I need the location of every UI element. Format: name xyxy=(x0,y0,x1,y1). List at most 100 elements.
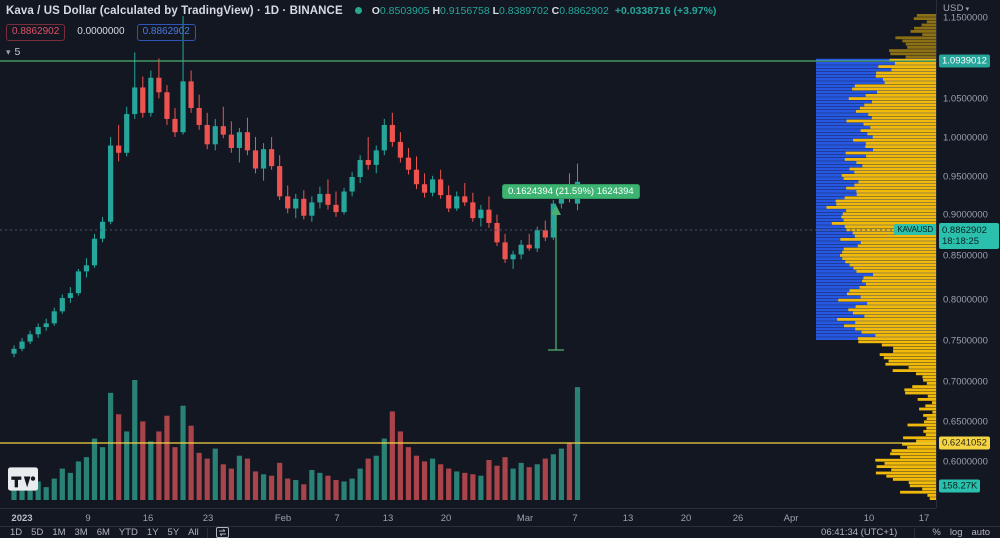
volume-profile-row xyxy=(884,81,936,84)
ohlc-low-value: 0.8389702 xyxy=(499,4,549,17)
volume-profile-row xyxy=(844,324,936,328)
volume-bar xyxy=(75,461,81,500)
chart-plot-area[interactable]: 0.1624394 (21.59%) 1624394 xyxy=(0,0,936,508)
volume-bar xyxy=(301,484,307,500)
volume-profile-row xyxy=(888,359,936,363)
plot-background xyxy=(0,0,936,508)
log-scale-toggle[interactable]: log xyxy=(949,527,963,538)
volume-bar xyxy=(341,481,347,500)
range-button-1y[interactable]: 1Y xyxy=(146,526,159,538)
value-area-row xyxy=(816,68,936,72)
percent-scale-toggle[interactable]: % xyxy=(932,527,941,538)
volume-profile-layer xyxy=(816,14,936,500)
candle-body xyxy=(252,150,259,169)
time-tick: 7 xyxy=(334,513,340,524)
volume-profile-row xyxy=(848,308,936,312)
volume-profile-row xyxy=(837,318,936,321)
currency-selector[interactable]: USD ▾ xyxy=(943,3,969,14)
candle-body xyxy=(11,348,17,354)
volume-bar xyxy=(156,431,162,500)
volume-bar xyxy=(566,442,573,500)
candle-body xyxy=(486,209,492,223)
volume-profile-row xyxy=(891,449,936,452)
volume-profile-row xyxy=(865,142,936,145)
measure-tool[interactable] xyxy=(548,205,564,351)
time-tick: 13 xyxy=(382,513,394,524)
volume-profile-row xyxy=(881,343,936,347)
volume-profile-row xyxy=(854,183,936,187)
volume-profile-row xyxy=(932,410,936,414)
volume-bar xyxy=(494,465,500,500)
resistance-price-tag[interactable]: 1.0939012 xyxy=(939,54,990,68)
candle-body xyxy=(446,195,452,209)
support-price-tag[interactable]: 0.6241052 xyxy=(939,436,990,450)
range-button-all[interactable]: All xyxy=(188,526,199,538)
current-price-tag[interactable]: 0.8862902 18:18:25 xyxy=(939,223,999,249)
volume-profile-row xyxy=(923,378,936,382)
value-area-row xyxy=(816,90,936,94)
range-button-5d[interactable]: 5D xyxy=(31,526,44,538)
candle-body xyxy=(124,114,130,153)
volume-bar xyxy=(558,448,564,500)
indicator-pill-lower[interactable]: 0.8862902 xyxy=(136,23,196,41)
time-tick: 20 xyxy=(680,513,692,524)
compare-icon[interactable] xyxy=(215,527,229,538)
time-tick: 16 xyxy=(142,513,154,524)
indicator-pill-middle[interactable]: 0.0000000 xyxy=(77,25,125,37)
candle-body xyxy=(518,244,524,255)
chart-canvas[interactable] xyxy=(0,0,936,508)
range-button-1d[interactable]: 1D xyxy=(10,526,23,538)
volume-bar xyxy=(373,455,379,500)
volume-bar xyxy=(454,471,460,500)
price-tick: 0.9000000 xyxy=(943,209,988,221)
range-button-6m[interactable]: 6M xyxy=(96,526,110,538)
measure-tool-label[interactable]: 0.1624394 (21.59%) 1624394 xyxy=(502,184,640,199)
candle-body xyxy=(389,124,395,142)
candle-body xyxy=(365,160,371,165)
auto-scale-toggle[interactable]: auto xyxy=(971,527,991,538)
volume-profile-row xyxy=(849,289,936,292)
price-tick: 0.9500000 xyxy=(943,171,988,183)
volume-profile-row xyxy=(917,398,936,401)
range-button-5y[interactable]: 5Y xyxy=(167,526,180,538)
candle-body xyxy=(494,222,500,243)
volume-bar xyxy=(204,458,210,500)
volume-profile-row xyxy=(903,436,936,440)
candle-body xyxy=(51,311,57,324)
chevron-down-icon[interactable]: ▾ xyxy=(6,46,11,57)
tradingview-logo-icon[interactable] xyxy=(8,466,38,492)
scale-length-control[interactable]: ▾ 5 xyxy=(6,45,716,59)
status-area: 06:41:34 (UTC+1) % log auto xyxy=(821,527,1000,538)
volume-profile-row xyxy=(895,36,936,40)
volume-profile-row xyxy=(866,154,936,158)
candle-body xyxy=(75,271,81,294)
range-button-1m[interactable]: 1M xyxy=(52,526,66,538)
range-button-3m[interactable]: 3M xyxy=(74,526,88,538)
time-tick: 9 xyxy=(85,513,91,524)
volume-profile-row xyxy=(877,90,936,94)
time-tick: 20 xyxy=(440,513,452,524)
volume-profile-row xyxy=(907,46,936,49)
page-title[interactable]: Kava / US Dollar (calculated by TradingV… xyxy=(6,4,343,17)
volume-bar xyxy=(438,464,444,500)
volume-profile-row xyxy=(921,23,936,27)
volume-bar xyxy=(180,405,186,500)
volume-profile-row xyxy=(919,407,936,411)
range-button-ytd[interactable]: YTD xyxy=(118,526,138,538)
volume-bar xyxy=(244,458,251,500)
price-axis[interactable]: USD▾ 1.15000001.10000001.05000001.000000… xyxy=(936,0,1000,508)
clock-label[interactable]: 06:41:34 (UTC+1) xyxy=(821,527,898,538)
time-axis[interactable]: 2023 9 16 23 Feb 7 13 20 Mar 7 13 20 26 Apr 10 17 xyxy=(0,508,936,526)
volume-bar xyxy=(430,458,436,500)
volume-profile-row xyxy=(914,26,936,30)
volume-value-tag[interactable]: 158.27K xyxy=(939,479,981,493)
candle-body xyxy=(188,81,194,109)
volume-bar xyxy=(236,455,242,500)
volume-profile-row xyxy=(842,212,936,216)
volume-bar xyxy=(349,478,355,500)
indicator-pill-upper[interactable]: 0.8862902 xyxy=(6,23,66,41)
volume-bar xyxy=(99,447,106,500)
volume-profile-row xyxy=(924,420,936,424)
volume-profile-row xyxy=(912,385,936,388)
status-divider xyxy=(914,527,916,538)
